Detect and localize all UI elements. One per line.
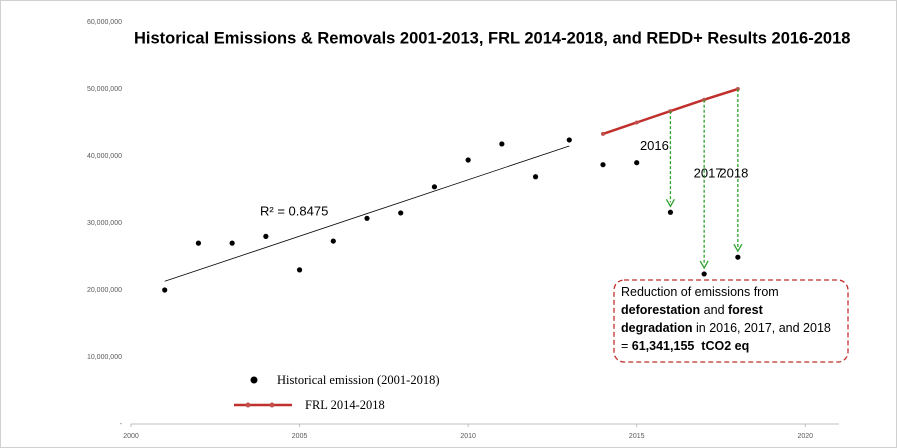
legend-marker [245,402,251,408]
data-point [499,141,505,147]
box-text: degradation in 2016, 2017, and 2018 [621,321,831,335]
frl-marker [634,120,639,125]
result-box [613,279,849,363]
chart-title: Historical Emissions & Removals 2001-201… [134,29,850,47]
data-point [431,184,438,190]
data-point [634,160,640,166]
box-text-segment: Reduction of emissions from [621,285,779,299]
y-tick-label: 30,000,000 [87,220,122,227]
x-tick-label: 2015 [629,433,645,440]
data-point [330,238,336,244]
y-tick-label: 40,000,000 [87,153,122,160]
data-point [600,162,606,168]
x-tick-label: 2010 [460,433,476,440]
data-point [229,240,235,246]
frl-marker [601,131,605,136]
data-point [398,210,404,216]
data-point [701,271,707,277]
legend-marker [250,376,258,384]
trendline [164,145,570,282]
box-text: = 61,341,155 tCO2 eq [621,339,749,353]
data-point [667,209,674,215]
data-point [296,267,303,273]
data-point [195,240,202,246]
data-point [566,137,572,143]
legend-label: FRL 2014-2018 [305,398,385,412]
year-annotation: 2018 [719,166,748,181]
box-text-segment: and [700,303,728,317]
data-point [532,174,539,180]
data-point [162,287,168,293]
legend-marker [269,402,275,408]
arrow-head [699,260,709,270]
r-squared-label: R² = 0.8475 [260,203,328,218]
year-annotation: 2016 [640,138,669,153]
data-point [364,215,370,221]
x-tick-label: 2000 [123,433,139,440]
data-point [263,233,269,239]
box-text-segment: forest [728,303,764,317]
legend-label: Historical emission (2001-2018) [277,373,439,387]
y-tick-label: 60,000,000 [87,19,122,26]
y-tick-label: 50,000,000 [87,86,122,93]
x-tick-label: 2020 [797,433,813,440]
x-tick-label: 2005 [292,433,308,440]
y-tick-label: 10,000,000 [87,354,122,361]
data-point [465,157,471,163]
data-point [735,254,741,260]
box-text-segment: degradation [621,321,693,335]
box-text-segment: 61,341,155 tCO2 eq [632,339,749,353]
box-text-segment: = [621,339,632,353]
box-text: deforestation and forest [621,303,764,317]
box-text-segment: deforestation [621,303,700,317]
arrow-head [733,243,743,253]
year-annotation: 2017 [694,165,723,180]
y-tick-label: 20,000,000 [87,287,122,294]
arrow-head [665,198,675,208]
box-text-segment: in 2016, 2017, and 2018 [693,321,831,335]
y-tick-label: - [120,421,123,428]
box-text: Reduction of emissions from [621,285,779,299]
